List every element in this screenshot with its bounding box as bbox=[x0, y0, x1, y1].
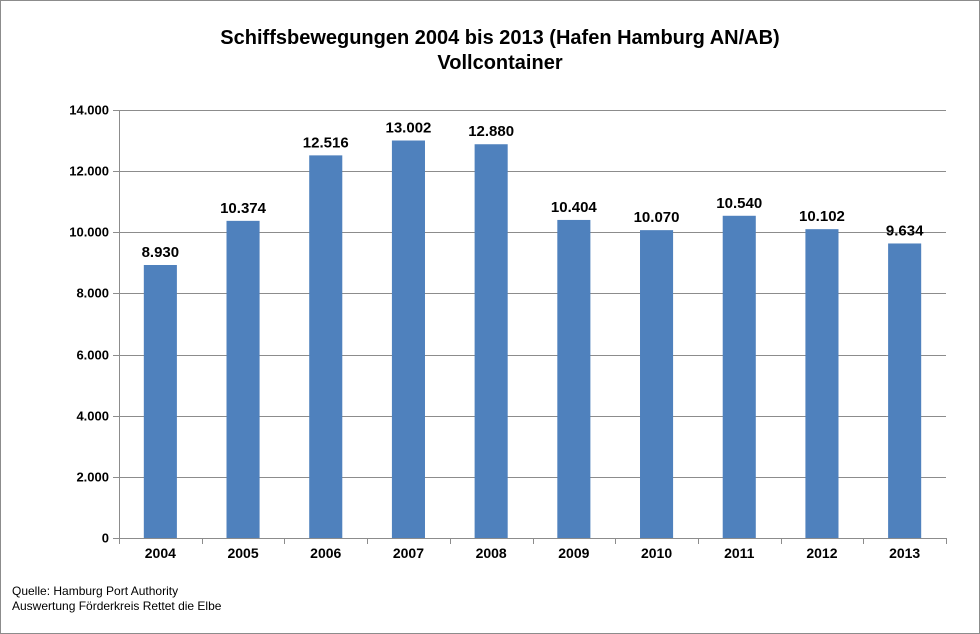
y-tick-label: 6.000 bbox=[76, 348, 109, 363]
x-tick-label: 2010 bbox=[641, 545, 672, 561]
x-tick-label: 2011 bbox=[724, 545, 755, 561]
bar bbox=[888, 243, 922, 538]
x-tick-label: 2009 bbox=[558, 545, 589, 561]
bar bbox=[143, 264, 177, 538]
bar bbox=[557, 219, 591, 538]
source-line-1: Quelle: Hamburg Port Authority bbox=[12, 584, 179, 598]
y-tick-label: 2.000 bbox=[76, 470, 109, 485]
bar bbox=[640, 230, 674, 538]
data-label: 10.374 bbox=[220, 200, 267, 217]
bar bbox=[226, 220, 260, 539]
x-tick-label: 2006 bbox=[310, 545, 341, 561]
x-tick-label: 2008 bbox=[476, 545, 507, 561]
chart-title: Schiffsbewegungen 2004 bis 2013 (Hafen H… bbox=[220, 27, 780, 49]
data-label: 13.002 bbox=[386, 120, 432, 137]
x-tick-label: 2007 bbox=[393, 545, 424, 561]
data-label: 10.102 bbox=[799, 208, 845, 225]
y-tick-label: 10.000 bbox=[69, 225, 109, 240]
bar bbox=[309, 155, 343, 539]
chart-subtitle: Vollcontainer bbox=[437, 52, 563, 74]
y-tick-label: 8.000 bbox=[76, 286, 109, 301]
source-note: Quelle: Hamburg Port Authority Auswertun… bbox=[12, 584, 221, 614]
y-tick-label: 14.000 bbox=[69, 103, 109, 118]
bar bbox=[474, 144, 508, 539]
data-label: 10.070 bbox=[634, 209, 680, 226]
data-label: 12.516 bbox=[303, 134, 349, 151]
y-tick-label: 4.000 bbox=[76, 409, 109, 424]
data-label: 10.540 bbox=[716, 195, 762, 212]
bar bbox=[391, 140, 425, 538]
y-tick-label: 0 bbox=[102, 531, 109, 546]
data-label: 10.404 bbox=[551, 199, 598, 216]
x-tick-label: 2005 bbox=[227, 545, 258, 561]
x-tick-label: 2012 bbox=[806, 545, 837, 561]
data-label: 8.930 bbox=[142, 244, 180, 261]
data-label: 9.634 bbox=[886, 222, 924, 239]
source-line-2: Auswertung Förderkreis Rettet die Elbe bbox=[12, 599, 222, 613]
x-tick-label: 2004 bbox=[145, 545, 176, 561]
x-tick-label: 2013 bbox=[889, 545, 920, 561]
data-label: 12.880 bbox=[468, 123, 514, 140]
bar bbox=[805, 229, 839, 539]
chart-title-block: Schiffsbewegungen 2004 bis 2013 (Hafen H… bbox=[0, 26, 980, 76]
bar bbox=[722, 215, 756, 538]
y-tick-label: 12.000 bbox=[69, 164, 109, 179]
